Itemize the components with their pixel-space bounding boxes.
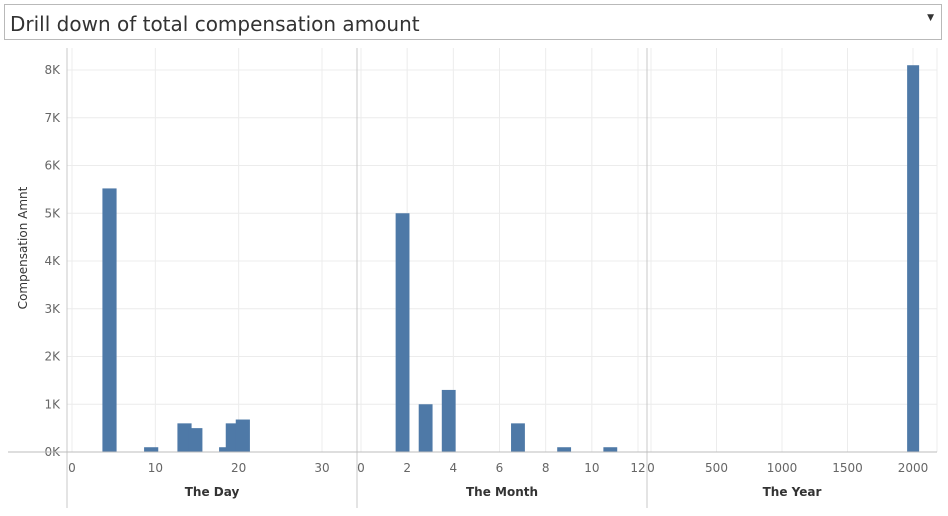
y-axis-title: Compensation Amnt — [16, 186, 30, 309]
y-tick-label: 3K — [44, 302, 61, 316]
x-tick-label-month: 10 — [584, 461, 599, 475]
y-tick-label: 8K — [44, 63, 61, 77]
bar-month — [418, 404, 433, 452]
x-tick-label-day: 20 — [231, 461, 246, 475]
x-axis-title-day: The Day — [185, 485, 240, 499]
bar-month — [395, 213, 410, 452]
bar-year — [907, 65, 920, 452]
x-tick-label-month: 4 — [450, 461, 458, 475]
x-tick-label-day: 10 — [148, 461, 163, 475]
measure-dropdown-value: Drill down of total compensation amount — [10, 12, 420, 36]
x-tick-label-year: 1500 — [832, 461, 863, 475]
bar-day — [177, 423, 192, 452]
bar-day — [188, 428, 203, 452]
y-tick-label: 5K — [44, 206, 61, 220]
bar-day — [235, 419, 250, 452]
bar-day — [102, 188, 117, 453]
x-tick-label-month: 8 — [542, 461, 550, 475]
x-tick-label-year: 500 — [705, 461, 728, 475]
x-tick-label-day: 0 — [68, 461, 76, 475]
bar-day — [144, 447, 159, 452]
x-tick-label-month: 12 — [630, 461, 645, 475]
x-axis-title-month: The Month — [466, 485, 538, 499]
y-tick-label: 2K — [44, 350, 61, 364]
bar-month — [603, 447, 618, 452]
x-axis-title-year: The Year — [763, 485, 822, 499]
bar-month — [511, 423, 525, 452]
bar-month — [441, 389, 456, 452]
y-tick-label: 7K — [44, 111, 61, 125]
chevron-down-icon[interactable]: ▼ — [927, 13, 934, 23]
y-tick-label: 1K — [44, 397, 61, 411]
x-tick-label-year: 0 — [647, 461, 655, 475]
x-tick-label-day: 30 — [314, 461, 329, 475]
x-tick-label-year: 1000 — [767, 461, 798, 475]
y-tick-label: 6K — [44, 159, 61, 173]
x-tick-label-month: 6 — [496, 461, 504, 475]
bar-month — [557, 447, 572, 452]
x-tick-label-month: 0 — [357, 461, 365, 475]
x-tick-label-month: 2 — [403, 461, 411, 475]
y-tick-label: 4K — [44, 254, 61, 268]
x-tick-label-year: 2000 — [898, 461, 929, 475]
measure-dropdown[interactable]: Drill down of total compensation amount … — [4, 4, 942, 40]
